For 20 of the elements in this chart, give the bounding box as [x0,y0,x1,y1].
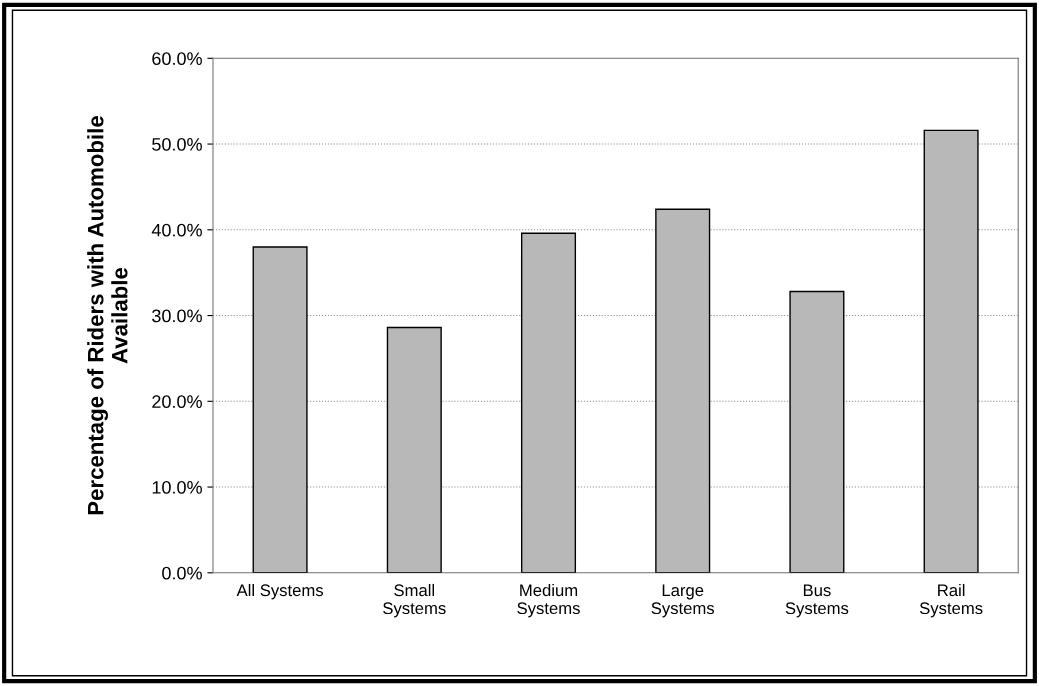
y-tick-label: 60.0% [152,52,202,66]
bar [923,129,979,573]
y-tick-label: 10.0% [152,480,202,494]
x-tick-label: All Systems [236,583,324,600]
bar [520,232,577,573]
y-tick-label: 20.0% [152,395,202,409]
bar [252,246,308,573]
y-tick-label: 40.0% [151,223,202,237]
bar [386,326,442,573]
y-axis-title: Percentage of Riders with Automobile Available [87,116,128,515]
bar [789,290,845,573]
y-tick-label: 30.0% [152,309,202,323]
x-tick-label: Bus Systems [785,584,849,618]
y-tick-label: 50.0% [152,137,202,151]
x-tick-label: Rail Systems [919,583,983,618]
x-tick-label: Small Systems [383,583,446,618]
y-tick-label: 0.0% [162,566,202,580]
x-tick-label: Large Systems [651,584,715,618]
x-tick-label: Medium Systems [517,583,580,618]
bar [655,208,711,573]
